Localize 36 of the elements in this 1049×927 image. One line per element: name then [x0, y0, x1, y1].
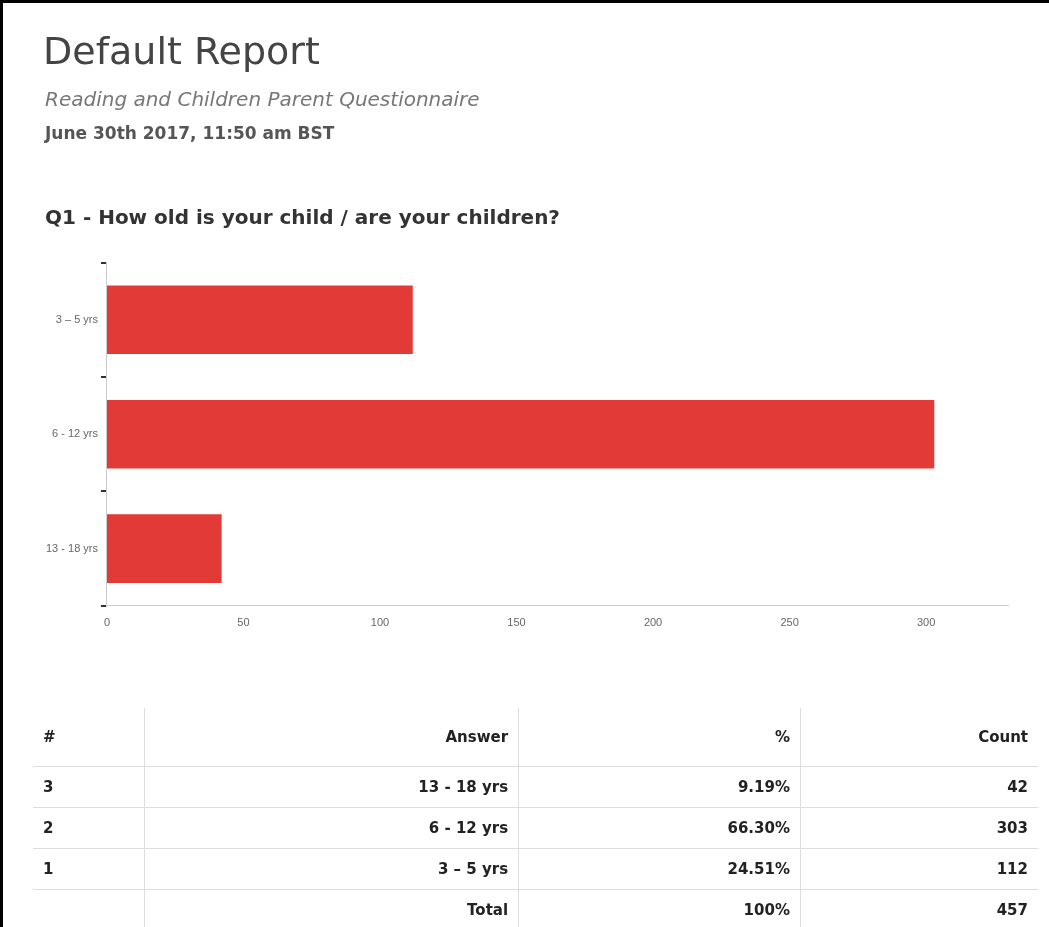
- x-tick-label: 150: [507, 616, 526, 629]
- y-tick-label: 6 - 12 yrs: [52, 427, 99, 440]
- text: Answer: [144, 708, 519, 767]
- text: %: [518, 708, 801, 767]
- y-tick-label: 13 - 18 yrs: [46, 541, 99, 554]
- text: Total: [144, 889, 519, 927]
- text: 6 - 12 yrs: [144, 807, 519, 849]
- text: 9.19%: [518, 766, 801, 808]
- text: 24.51%: [518, 848, 801, 890]
- text: 3 – 5 yrs: [144, 848, 519, 890]
- text: 457: [800, 889, 1038, 927]
- x-tick-label: 250: [780, 616, 799, 629]
- x-tick-label: 300: [916, 616, 936, 629]
- text: 100%: [518, 889, 801, 927]
- text: June 30th 2017, 11:50 am BST: [45, 123, 335, 143]
- bar: [106, 514, 222, 583]
- x-tick-label: 200: [643, 616, 663, 629]
- text: 112: [800, 848, 1038, 890]
- text: 3: [33, 766, 145, 808]
- text: 1: [33, 848, 145, 890]
- bar: [106, 399, 935, 469]
- text: Q1 - How old is your child / are your children?: [45, 205, 560, 229]
- text: Count: [800, 708, 1038, 767]
- bar: [106, 285, 413, 355]
- chart-title: Default Report: [43, 29, 320, 73]
- x-tick-label: 50: [237, 616, 250, 629]
- text: #: [33, 708, 145, 767]
- text: 13 - 18 yrs: [144, 766, 519, 808]
- text: 303: [800, 807, 1038, 849]
- y-tick-label: 3 – 5 yrs: [55, 312, 99, 325]
- text: 42: [800, 766, 1038, 808]
- text: 66.30%: [518, 807, 801, 849]
- x-tick-label: 100: [370, 616, 390, 629]
- text: 2: [33, 807, 145, 849]
- x-tick-label: 0: [103, 616, 111, 629]
- chart-subtitle: Reading and Children Parent Questionnaire: [45, 87, 480, 111]
